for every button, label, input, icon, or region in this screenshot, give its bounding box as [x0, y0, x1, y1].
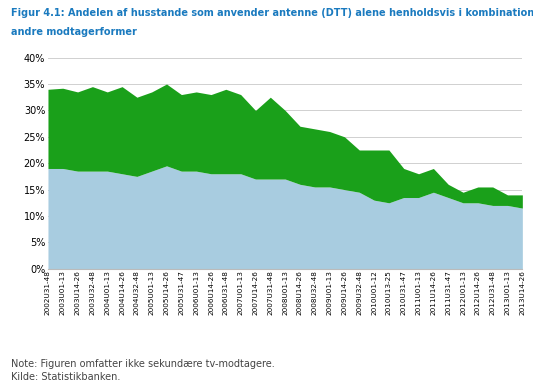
Text: Note: Figuren omfatter ikke sekundære tv-modtagere.: Note: Figuren omfatter ikke sekundære tv… [11, 359, 274, 369]
Text: Kilde: Statistikbanken.: Kilde: Statistikbanken. [11, 372, 120, 382]
Text: andre modtagerformer: andre modtagerformer [11, 27, 136, 37]
Text: Figur 4.1: Andelen af husstande som anvender antenne (DTT) alene henholdsvis i k: Figur 4.1: Andelen af husstande som anve… [11, 8, 533, 18]
